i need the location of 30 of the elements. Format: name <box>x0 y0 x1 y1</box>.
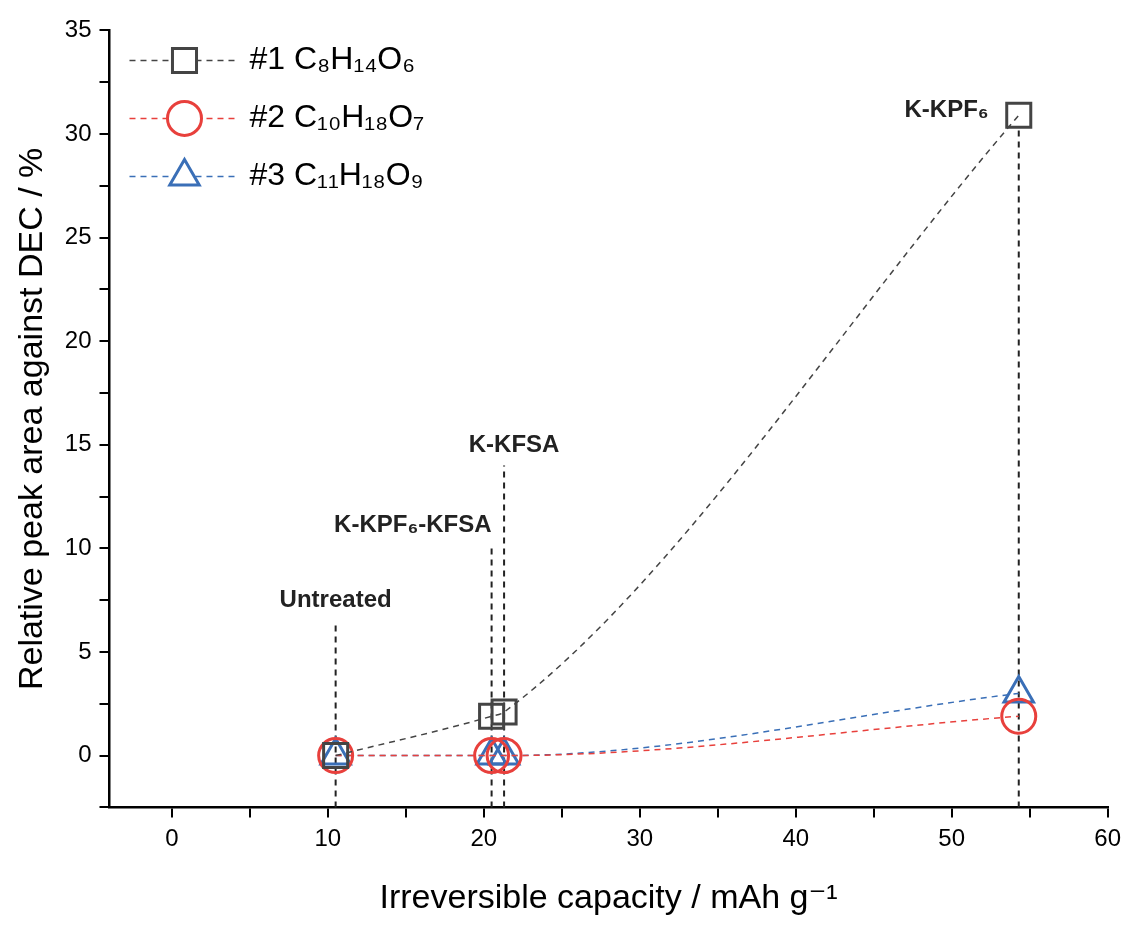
x-tick-label: 50 <box>938 824 966 852</box>
ref-line-label: K-KFSA <box>468 430 560 458</box>
x-tick-label: 0 <box>165 824 179 852</box>
point <box>473 737 511 775</box>
ref-line-label: K-KPF₆-KFSA <box>334 510 492 538</box>
ref-line-label: K-KPF₆ <box>904 95 989 123</box>
legend-label: #3 C₁₁H₁₈O₉ <box>249 156 424 193</box>
point <box>478 702 506 730</box>
point <box>1000 697 1038 735</box>
x-tick-label: 60 <box>1094 824 1121 852</box>
y-tick-label: 5 <box>78 636 92 664</box>
x-tick-label: 10 <box>314 824 342 852</box>
y-tick-label: 20 <box>64 325 92 353</box>
point <box>1005 101 1033 129</box>
y-tick-label: 10 <box>64 533 92 561</box>
y-tick-label: 0 <box>78 740 92 768</box>
x-axis-title: Irreversible capacity / mAh g⁻¹ <box>379 876 838 915</box>
x-tick-label: 30 <box>626 824 654 852</box>
ref-line-label: Untreated <box>279 585 392 613</box>
point <box>490 698 518 726</box>
legend-label: #1 C₈H₁₄O₆ <box>249 40 416 77</box>
y-tick-label: 25 <box>64 222 92 250</box>
y-tick-label: 35 <box>64 15 92 43</box>
y-axis-title: Relative peak area against DEC / % <box>10 147 49 691</box>
x-tick-label: 40 <box>782 824 810 852</box>
x-tick-label: 20 <box>470 824 498 852</box>
point <box>485 737 523 775</box>
y-tick-label: 30 <box>64 118 92 146</box>
y-tick-label: 15 <box>64 429 92 457</box>
legend-label: #2 C₁₀H₁₈O₇ <box>249 98 425 135</box>
